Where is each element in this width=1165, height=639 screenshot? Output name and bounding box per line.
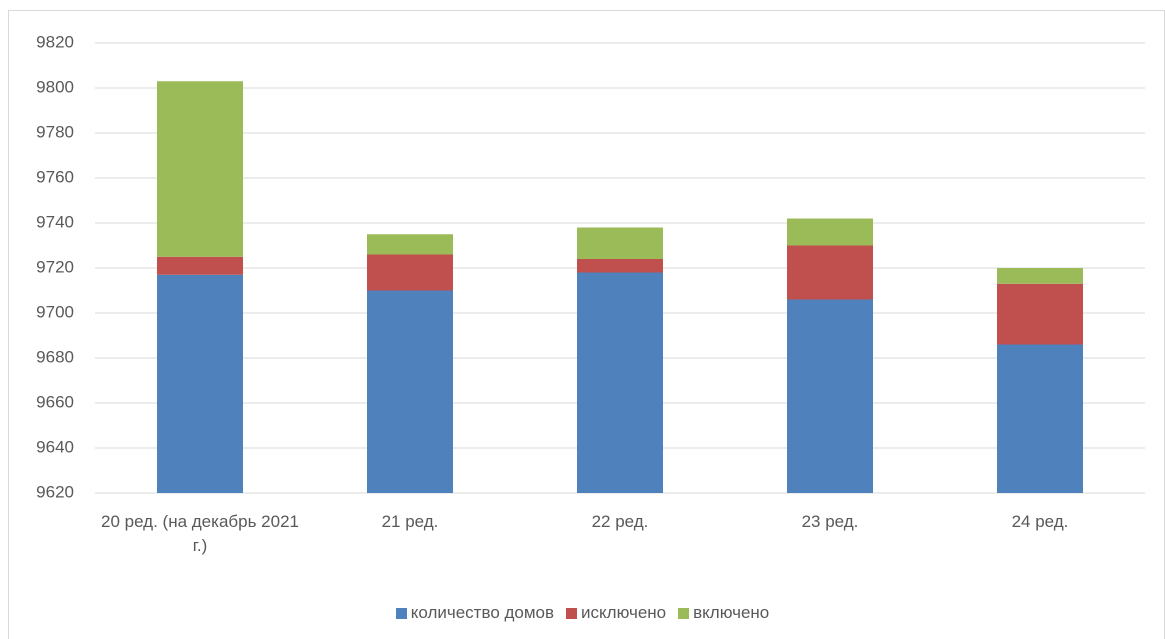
x-tick-label: 22 ред. [591, 512, 649, 531]
bar-segment [997, 344, 1083, 493]
y-tick-label: 9800 [36, 77, 74, 96]
legend-label: включено [693, 603, 770, 622]
y-tick-label: 9720 [36, 257, 74, 276]
bar-segment [367, 234, 453, 255]
y-tick-label: 9620 [36, 482, 74, 501]
bar-segment [997, 283, 1083, 345]
bar-segment [157, 81, 243, 257]
x-tick-label: 24 ред. [1011, 512, 1069, 531]
y-tick-label: 9640 [36, 437, 74, 456]
bar-segment [787, 245, 873, 300]
y-tick-label: 9820 [36, 32, 74, 51]
legend-label: исключено [581, 603, 667, 622]
legend-item: исключено [566, 603, 666, 623]
legend-item: включено [678, 603, 769, 623]
x-tick-label: 20 ред. (на декабрь 2021 г.) [101, 512, 299, 555]
legend-swatch [395, 607, 407, 619]
bar-segment [367, 254, 453, 291]
bar-segment [997, 268, 1083, 284]
y-tick-label: 9680 [36, 347, 74, 366]
bar-segment [157, 274, 243, 493]
bar-segment [577, 259, 663, 273]
y-tick-label: 9760 [36, 167, 74, 186]
y-tick-label: 9780 [36, 122, 74, 141]
bar-segment [577, 227, 663, 259]
legend: количество домов исключено включено [0, 603, 1165, 624]
y-tick-label: 9700 [36, 302, 74, 321]
y-tick-label: 9660 [36, 392, 74, 411]
bar-segment [157, 256, 243, 275]
bar-segment [577, 272, 663, 493]
bar-segment [367, 290, 453, 493]
legend-swatch [678, 607, 690, 619]
bar-segment [787, 218, 873, 246]
y-tick-label: 9740 [36, 212, 74, 231]
legend-item: количество домов [395, 603, 555, 623]
bar-segment [787, 299, 873, 493]
x-tick-label: 21 ред. [381, 512, 439, 531]
legend-label: количество домов [410, 603, 555, 622]
legend-swatch [566, 607, 578, 619]
x-tick-label: 23 ред. [801, 512, 859, 531]
